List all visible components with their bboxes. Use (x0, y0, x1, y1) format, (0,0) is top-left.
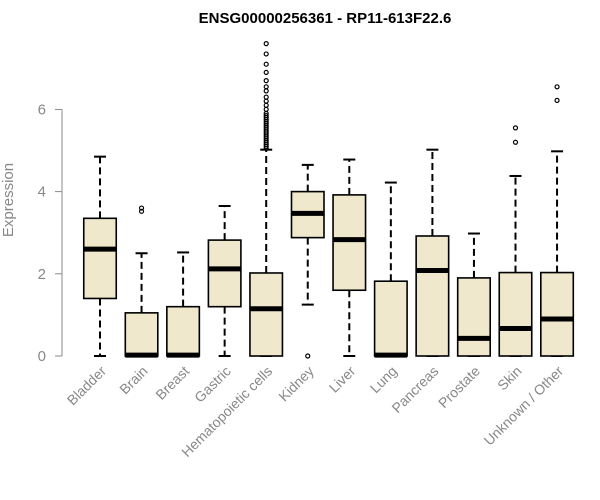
category-label-liver: Liver (326, 363, 359, 396)
box-pancreas (415, 148, 450, 357)
outlier-point (263, 69, 269, 76)
box-iqr (373, 280, 408, 357)
y-tick-label: 4 (38, 184, 46, 201)
category-label-skin: Skin (494, 363, 525, 394)
box-brain (124, 205, 159, 358)
box-unknown-other (539, 84, 575, 357)
box-hematopoietic-cells (249, 41, 284, 357)
outlier-point (263, 51, 269, 57)
y-tick-label: 6 (38, 101, 46, 118)
outlier-point (263, 112, 269, 119)
outlier-point (263, 78, 269, 84)
box-bladder (82, 155, 118, 357)
box-iqr (166, 305, 201, 357)
y-axis: 0 2 4 6 (38, 101, 63, 365)
outlier-point (263, 84, 269, 90)
outlier-point (263, 98, 269, 104)
outlier-point (554, 97, 560, 103)
outlier-point (263, 94, 269, 100)
outlier-point (512, 125, 519, 131)
box-iqr (124, 312, 159, 357)
box-iqr (249, 272, 284, 357)
outlier-point (263, 41, 269, 47)
box-kidney (290, 163, 325, 359)
outlier-point (138, 205, 145, 211)
category-label-kidney: Kidney (275, 363, 317, 405)
box-lung (373, 181, 408, 358)
box-liver (332, 158, 367, 357)
category-label-lung: Lung (367, 363, 400, 396)
outlier-point (512, 139, 519, 145)
box-iqr (456, 277, 492, 357)
category-label-breast: Breast (152, 363, 192, 403)
outlier-point (138, 208, 145, 214)
category-label-unknown-other: Unknown / Other (481, 363, 567, 449)
box-iqr (82, 217, 118, 300)
box-gastric (207, 204, 242, 357)
chart-title: ENSG00000256361 - RP11-613F22.6 (199, 10, 452, 27)
category-label-bladder: Bladder (64, 363, 110, 409)
category-label-brain: Brain (116, 363, 150, 397)
outlier-point (305, 353, 311, 359)
outlier-point (263, 102, 269, 108)
box-iqr (415, 235, 450, 357)
y-tick-label: 2 (38, 266, 46, 283)
outlier-point (263, 88, 269, 94)
box-iqr (498, 271, 533, 357)
y-tick-label: 0 (38, 348, 46, 365)
boxes (82, 41, 575, 359)
outlier-point (263, 61, 269, 67)
box-skin (498, 125, 533, 357)
y-axis-title: Expression (0, 163, 17, 237)
box-iqr (332, 194, 367, 292)
category-label-prostate: Prostate (435, 363, 483, 411)
box-iqr (539, 271, 575, 357)
box-iqr (207, 239, 242, 308)
box-breast (166, 251, 201, 358)
outlier-point (554, 84, 560, 90)
outlier-point (263, 106, 269, 113)
box-prostate (456, 232, 492, 357)
